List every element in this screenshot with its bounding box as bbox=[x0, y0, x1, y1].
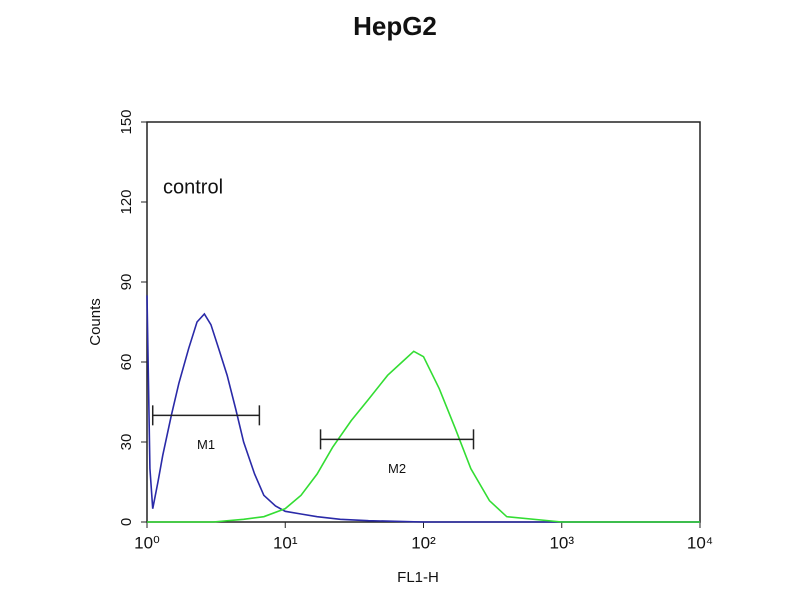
y-tick-label: 120 bbox=[118, 189, 135, 214]
x-tick-label: 10¹ bbox=[273, 533, 298, 552]
gate-marker bbox=[319, 429, 475, 450]
x-tick-label: 10² bbox=[411, 533, 436, 552]
y-tick-label: 60 bbox=[118, 354, 135, 371]
gate-label: M1 bbox=[197, 437, 215, 452]
y-tick-label: 30 bbox=[118, 434, 135, 451]
plot-frame bbox=[146, 121, 701, 523]
series-annotation: control bbox=[163, 176, 223, 198]
x-tick-label: 10³ bbox=[549, 533, 574, 552]
gate-marker bbox=[151, 405, 261, 426]
chart-title: HepG2 bbox=[353, 11, 437, 41]
y-tick-label: 0 bbox=[118, 518, 135, 526]
x-tick-label: 10⁴ bbox=[687, 533, 713, 552]
histogram-line bbox=[146, 295, 700, 523]
y-tick-label: 150 bbox=[118, 109, 135, 134]
y-axis-label: Counts bbox=[87, 298, 104, 346]
y-tick-label: 90 bbox=[118, 274, 135, 291]
histogram-line bbox=[147, 350, 700, 523]
gate-label: M2 bbox=[388, 461, 406, 476]
x-tick-label: 10⁰ bbox=[134, 533, 160, 552]
x-axis-label: FL1-H bbox=[397, 569, 439, 586]
